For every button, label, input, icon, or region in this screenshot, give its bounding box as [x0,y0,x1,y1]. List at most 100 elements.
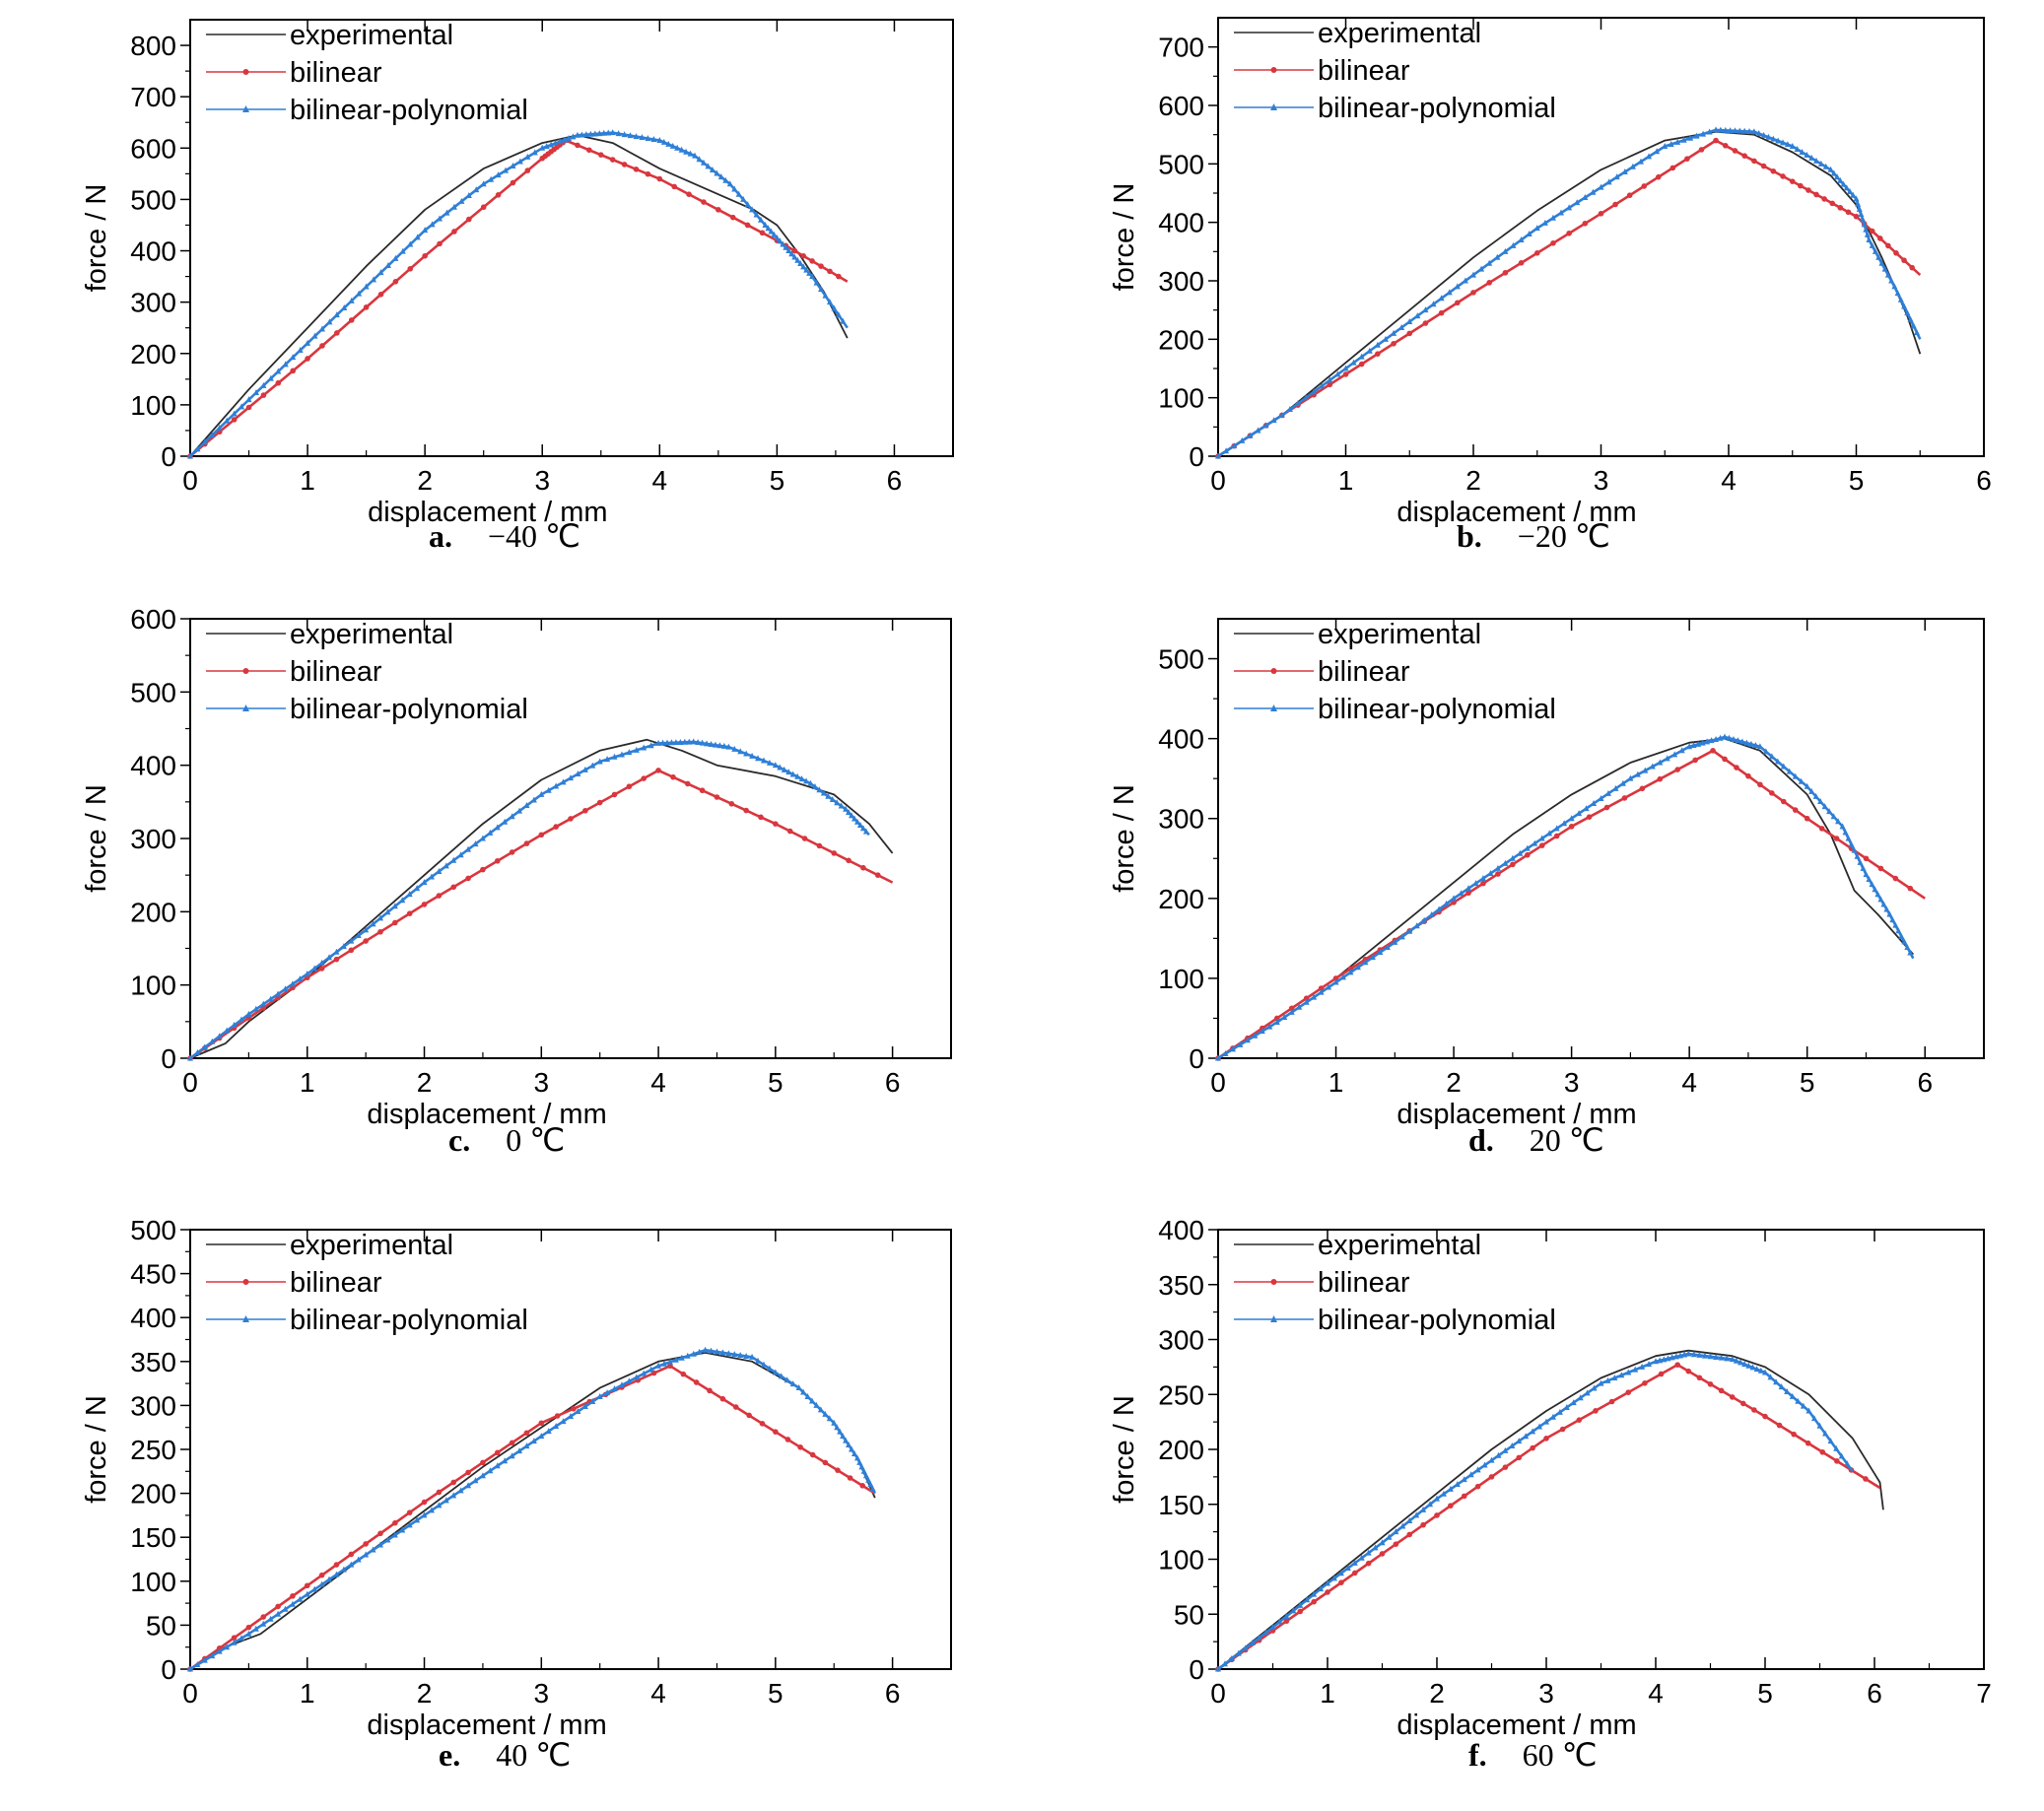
series-point-bilinear-polynomial [852,1449,858,1456]
series-point-bilinear-polynomial [1462,277,1468,284]
legend-label-experimental: experimental [290,1230,453,1261]
series-point-bilinear-polynomial [437,215,443,222]
series-point-bilinear-polynomial [1855,200,1862,207]
series-point-bilinear-polynomial [422,227,429,234]
series-point-bilinear-polynomial [1273,1019,1280,1026]
panel-c: 0 1 2 3 4 5 6 0 100 200 300 400 500 600 displacement /… [81,604,952,1158]
series-point-bilinear [1798,182,1804,189]
series-point-bilinear-polynomial [1869,241,1875,248]
series-point-bilinear [1707,1380,1714,1387]
plot-frame [189,19,954,457]
x-tick-label: 4 [650,1067,666,1098]
series-point-bilinear-polynomial [553,1423,560,1430]
x-tick-label: 3 [1594,465,1609,496]
series-point-bilinear-polynomial [473,186,480,193]
series-point-bilinear-polynomial [187,452,193,459]
series-point-bilinear [1892,875,1899,882]
series-point-bilinear [1639,785,1646,792]
x-tick-label: 5 [768,1067,784,1098]
series-point-bilinear-polynomial [1591,800,1598,807]
series-point-bilinear-polynomial [726,180,733,187]
series-point-bilinear-polynomial [856,822,863,829]
series-point-bilinear-polynomial [1804,151,1810,158]
series-point-bilinear-polynomial [516,1447,523,1454]
series-point-bilinear-polynomial [1662,143,1669,150]
series-point-bilinear-polynomial [421,1511,428,1518]
series-point-bilinear-polynomial [722,176,729,183]
x-tick-label: 3 [534,1067,550,1098]
series-point-bilinear [859,1482,865,1489]
panel-f: 0 1 2 3 4 5 6 7 0 50 100 150 200 250 300 350 400 displace… [1109,1215,1992,1773]
series-point-bilinear-polynomial [1566,204,1573,211]
series-point-bilinear [1273,1015,1280,1022]
series-point-bilinear [656,175,663,182]
series-point-bilinear [759,230,766,236]
series-point-bilinear-polynomial [1386,1533,1393,1540]
series-point-bilinear [450,884,457,891]
legend-label-bilinear-polynomial: bilinear-polynomial [1318,1305,1556,1336]
series-point-bilinear-polynomial [1837,176,1844,183]
series-point-bilinear-polynomial [1319,382,1326,389]
series-point-bilinear [1813,191,1819,198]
series-point-bilinear-polynomial [1549,214,1556,221]
y-tick-label: 0 [161,441,176,472]
series-point-bilinear-polynomial [1262,422,1269,429]
series-point-bilinear-polynomial [1816,1422,1823,1429]
series-point-bilinear-polynomial [740,195,747,202]
series-point-bilinear-polynomial [1524,844,1531,851]
series-point-bilinear-polynomial [1830,813,1837,820]
series-point-bilinear-polynomial [1428,911,1435,918]
series-point-bilinear [686,191,692,197]
series-point-bilinear-polynomial [1642,767,1649,773]
series-point-bilinear-polynomial [1627,774,1634,781]
series-point-bilinear-polynomial [690,738,697,745]
series-point-bilinear [304,1582,310,1589]
series-point-bilinear-polynomial [429,221,436,228]
series-point-bilinear-polynomial [1726,734,1733,741]
series-point-bilinear-polynomial [808,1397,815,1404]
series-point-bilinear-polynomial [1717,126,1724,133]
series-point-bilinear [1734,765,1739,771]
series-point-bilinear [1863,855,1870,862]
series-point-bilinear-polynomial [825,792,832,799]
series-point-bilinear-polynomial [1350,359,1357,366]
series-point-bilinear-polynomial [216,1647,223,1654]
legend-label-bilinear: bilinear [1318,1267,1410,1299]
series-point-bilinear [1480,880,1486,887]
series-point-bilinear [1470,290,1476,296]
series-point-bilinear [1621,795,1628,801]
y-tick-label: 400 [1158,1215,1204,1245]
series-point-bilinear [1311,1598,1317,1605]
series-point-bilinear-polynomial [510,163,516,169]
series-point-bilinear-polynomial [1574,199,1581,206]
series-point-bilinear-polynomial [297,1595,304,1602]
series-point-bilinear [1909,264,1915,271]
series-point-bilinear-polynomial [589,1397,596,1404]
series-point-bilinear-polynomial [772,762,779,769]
series-point-bilinear [510,179,516,186]
x-tick-label: 2 [1465,465,1481,496]
series-point-bilinear-polynomial [1678,747,1685,754]
series-point-bilinear-polynomial [731,185,738,192]
x-axis-label: displacement / mm [1397,497,1636,528]
series-point-bilinear-polynomial [1420,1506,1427,1512]
legend-marker-bilinear [242,1279,249,1285]
y-tick-label: 300 [130,288,176,318]
panel-caption: d. 20 ℃ [1468,1122,1604,1158]
series-point-bilinear-polynomial [480,180,487,187]
series-point-bilinear-polynomial [699,739,706,746]
series-point-bilinear-polynomial [282,361,289,368]
series-point-bilinear-polynomial [846,1442,852,1448]
series-point-bilinear-polynomial [1344,1565,1351,1572]
series-point-bilinear-polynomial [1883,906,1890,912]
series-point-bilinear [1740,1400,1746,1407]
y-tick-label: 50 [146,1610,176,1641]
y-tick-label: 500 [130,1215,176,1245]
series-point-bilinear-polynomial [862,828,869,835]
series-point-bilinear [1713,137,1719,144]
series-line-bilinear [189,1365,876,1671]
series-point-bilinear-polynomial [1722,733,1729,740]
y-tick-label: 300 [1158,266,1204,297]
series-point-bilinear-polynomial [596,1392,603,1399]
series-point-bilinear-polynomial [545,1428,552,1435]
